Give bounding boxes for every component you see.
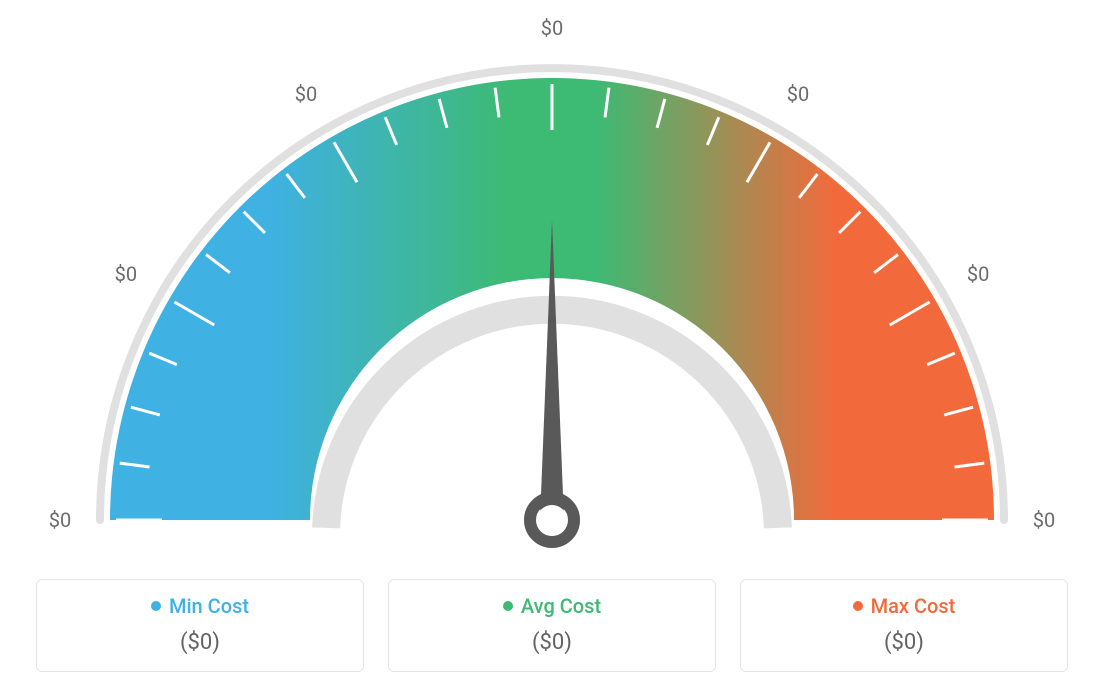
- legend-text-avg: Avg Cost: [521, 594, 601, 618]
- gauge-scale-label: $0: [967, 262, 989, 286]
- cost-gauge-container: $0 $0 $0 $0 $0 $0 $0 Min Cost ($0) Avg Cost ($…: [0, 0, 1104, 690]
- legend-dot-max: [853, 601, 863, 611]
- gauge-scale-label: $0: [787, 82, 809, 106]
- gauge-scale-label: $0: [1033, 508, 1055, 532]
- legend-text-max: Max Cost: [871, 594, 956, 618]
- legend-value-max: ($0): [751, 630, 1057, 655]
- legend-label-min: Min Cost: [151, 594, 249, 618]
- gauge-scale-label: $0: [541, 16, 563, 40]
- gauge-scale-label: $0: [295, 82, 317, 106]
- legend-value-avg: ($0): [399, 630, 705, 655]
- legend-label-avg: Avg Cost: [503, 594, 601, 618]
- legend-value-min: ($0): [47, 630, 353, 655]
- legend-card-max: Max Cost ($0): [740, 579, 1068, 672]
- gauge-svg: [0, 0, 1104, 560]
- legend-card-avg: Avg Cost ($0): [388, 579, 716, 672]
- legend-row: Min Cost ($0) Avg Cost ($0) Max Cost ($0…: [36, 579, 1068, 672]
- legend-text-min: Min Cost: [169, 594, 249, 618]
- legend-dot-min: [151, 601, 161, 611]
- legend-card-min: Min Cost ($0): [36, 579, 364, 672]
- gauge-chart: $0 $0 $0 $0 $0 $0 $0: [0, 0, 1104, 560]
- legend-dot-avg: [503, 601, 513, 611]
- legend-label-max: Max Cost: [853, 594, 956, 618]
- gauge-scale-label: $0: [115, 262, 137, 286]
- gauge-scale-label: $0: [49, 508, 71, 532]
